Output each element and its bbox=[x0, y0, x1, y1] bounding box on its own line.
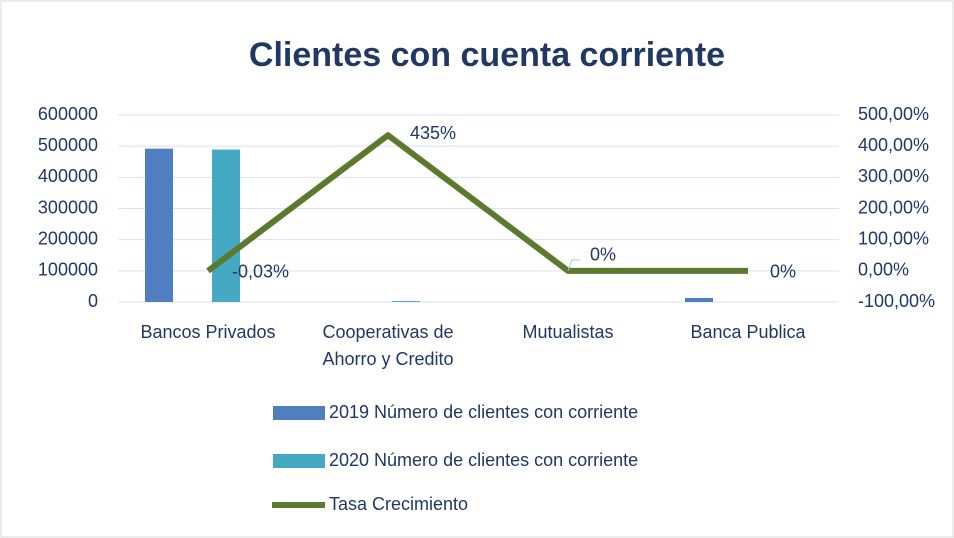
y2-tick-label: 200,00% bbox=[858, 197, 929, 217]
leader-line bbox=[567, 259, 580, 272]
x-tick-label: Mutualistas bbox=[522, 322, 614, 342]
y2-tick-label: 400,00% bbox=[858, 135, 929, 155]
data-label: 0% bbox=[590, 245, 616, 265]
data-label: 435% bbox=[410, 123, 456, 143]
legend-swatch bbox=[273, 406, 325, 420]
y-tick-label: 600000 bbox=[38, 104, 98, 124]
y-tick-label: 200000 bbox=[38, 228, 98, 248]
chart-title: Clientes con cuenta corriente bbox=[249, 36, 725, 74]
x-tick-label: Banca Publica bbox=[690, 322, 806, 342]
y-tick-label: 300000 bbox=[38, 197, 98, 217]
data-label: 0% bbox=[770, 262, 796, 282]
x-tick-label: Cooperativas de Ahorro y Credito bbox=[322, 322, 454, 369]
y2-tick-label: 0,00% bbox=[858, 260, 909, 280]
data-label: -0,03% bbox=[232, 262, 289, 282]
y-tick-label: 100000 bbox=[38, 260, 98, 280]
y2-tick-label: 500,00% bbox=[858, 104, 929, 124]
bar bbox=[392, 301, 420, 302]
legend-label: 2020 Número de clientes con corriente bbox=[329, 450, 638, 470]
y2-tick-label: -100,00% bbox=[858, 291, 935, 311]
legend-swatch bbox=[273, 454, 325, 468]
x-tick-label: Bancos Privados bbox=[140, 322, 276, 342]
y2-tick-label: 100,00% bbox=[858, 228, 929, 248]
y-tick-label: 500000 bbox=[38, 135, 98, 155]
y-tick-label: 400000 bbox=[38, 166, 98, 186]
legend-label: 2019 Número de clientes con corriente bbox=[329, 402, 638, 422]
bar bbox=[145, 148, 173, 302]
y-tick-label: 0 bbox=[88, 291, 98, 311]
bar bbox=[685, 297, 713, 302]
line bbox=[206, 132, 748, 274]
y2-tick-label: 300,00% bbox=[858, 166, 929, 186]
legend-label: Tasa Crecimiento bbox=[329, 494, 468, 514]
bar bbox=[212, 149, 240, 302]
